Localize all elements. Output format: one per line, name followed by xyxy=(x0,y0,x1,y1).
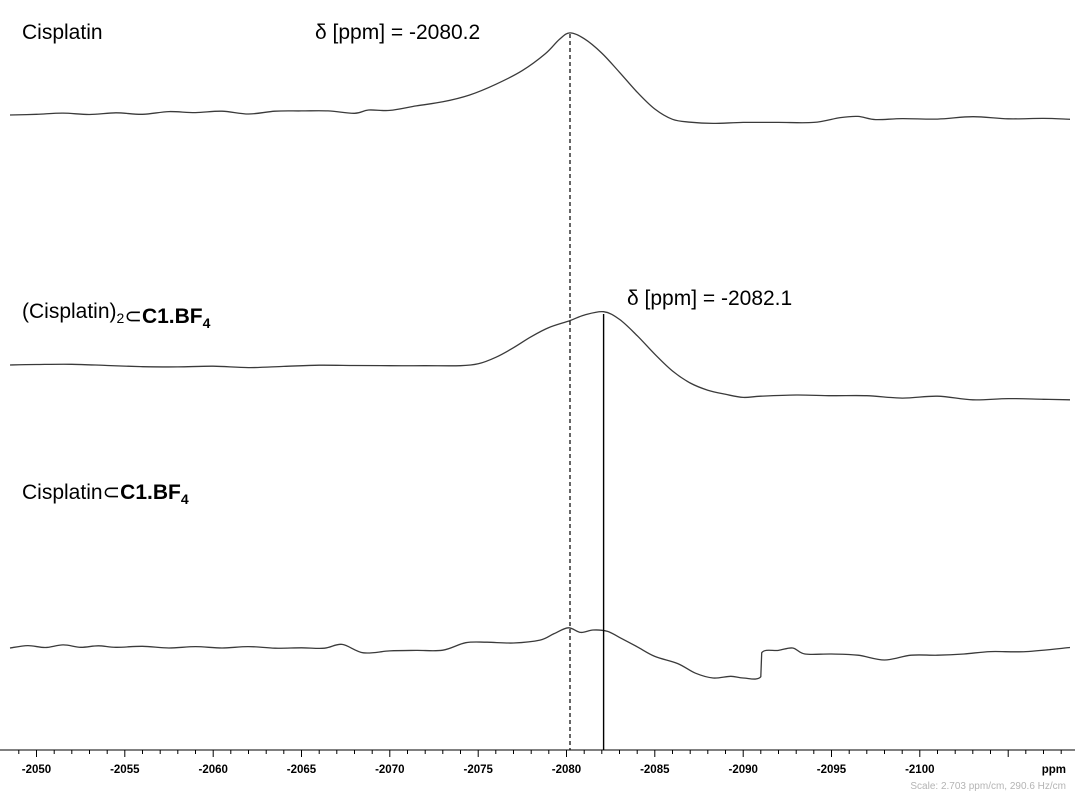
x-tick-label: -2055 xyxy=(110,764,140,776)
label-part: ⊂ xyxy=(124,305,142,328)
x-axis-unit-label: ppm xyxy=(1042,764,1066,776)
x-tick-label: -2100 xyxy=(905,764,934,776)
label-subscript: 4 xyxy=(203,315,211,331)
label-subscript: 4 xyxy=(181,491,189,507)
shift-annotation-1: δ [ppm] = -2080.2 xyxy=(315,21,480,44)
label-part: C1.BF xyxy=(142,305,203,328)
x-tick-label: -2080 xyxy=(552,764,581,776)
x-tick-label: -2050 xyxy=(22,764,51,776)
x-axis: -2050 -2055 -2060 -2065 -2070 -2075 -2080 -2085… xyxy=(0,749,1075,776)
label-part: Cisplatin xyxy=(22,481,103,504)
series-label-cisplatin-c1bf4: Cisplatin⊂C1.BF4 xyxy=(22,481,189,507)
label-subscript: 2 xyxy=(117,310,125,326)
series-label-cisplatin2-c1bf4: (Cisplatin)2⊂C1.BF4 xyxy=(22,300,211,331)
label-part: (Cisplatin) xyxy=(22,300,117,323)
spectrum-traces xyxy=(9,32,1071,680)
x-tick-label: -2070 xyxy=(375,764,404,776)
spectrum-trace-3 xyxy=(9,627,1071,680)
x-tick-label: -2095 xyxy=(817,764,847,776)
series-label-cisplatin: Cisplatin xyxy=(22,21,103,44)
x-tick-label: -2090 xyxy=(728,764,757,776)
x-tick-label: -2075 xyxy=(463,764,493,776)
scale-note: Scale: 2.703 ppm/cm, 290.6 Hz/cm xyxy=(910,781,1066,792)
label-part: C1.BF xyxy=(120,481,181,504)
spectrum-trace-1 xyxy=(9,32,1071,125)
spectrum-trace-2 xyxy=(9,310,1071,401)
label-part: ⊂ xyxy=(103,481,121,504)
x-tick-label: -2085 xyxy=(640,764,670,776)
shift-annotation-2: δ [ppm] = -2082.1 xyxy=(627,287,792,310)
label-part: Cisplatin xyxy=(22,21,103,44)
x-tick-label: -2065 xyxy=(287,764,317,776)
reference-lines xyxy=(569,34,605,750)
x-tick-label: -2060 xyxy=(198,764,227,776)
